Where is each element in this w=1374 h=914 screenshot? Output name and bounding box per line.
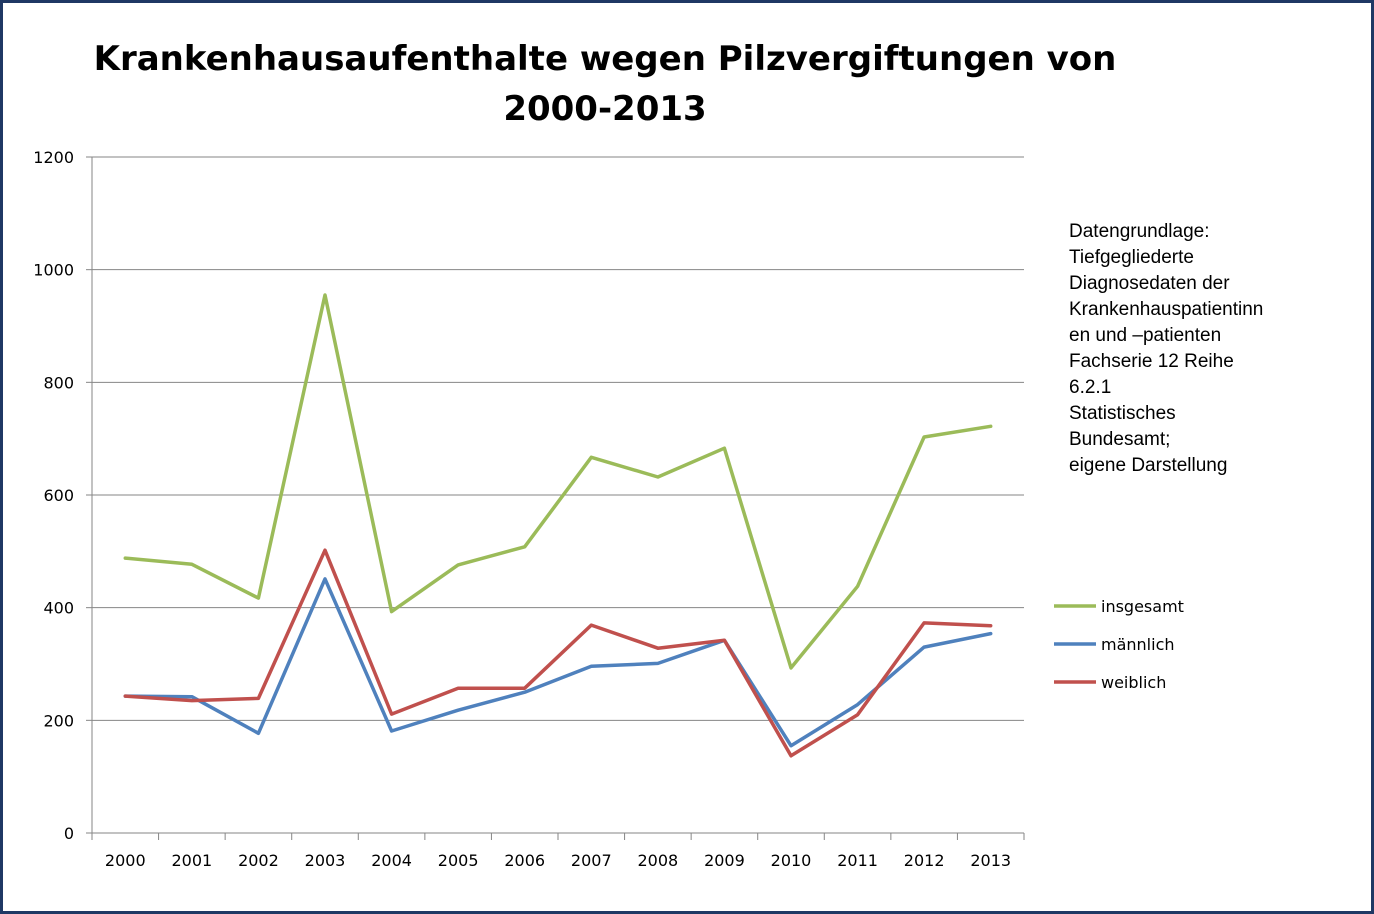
y-tick-label: 800 — [43, 373, 74, 392]
x-tick-label: 2003 — [305, 851, 346, 870]
y-tick-label: 600 — [43, 486, 74, 505]
source-annotation-line: 6.2.1 — [1069, 377, 1112, 398]
y-tick-label: 200 — [43, 711, 74, 730]
x-tick-label: 2002 — [238, 851, 279, 870]
chart-title-line: 2000-2013 — [503, 89, 707, 129]
source-annotation-line: eigene Darstellung — [1069, 455, 1228, 476]
source-annotation-line: Fachserie 12 Reihe — [1069, 351, 1234, 372]
legend-label: männlich — [1101, 635, 1175, 654]
chart-title-line: Krankenhausaufenthalte wegen Pilzvergift… — [93, 39, 1117, 79]
y-tick-label: 1000 — [33, 261, 74, 280]
chart-title: Krankenhausaufenthalte wegen Pilzvergift… — [90, 34, 1120, 134]
x-tick-label: 2011 — [837, 851, 878, 870]
source-annotation-line: Statistisches — [1069, 403, 1176, 424]
series-lines — [123, 293, 993, 758]
x-tick-label: 2005 — [438, 851, 479, 870]
x-tick-label: 2013 — [970, 851, 1011, 870]
source-annotation-line: en und –patienten — [1069, 325, 1222, 346]
x-tick-label: 2007 — [571, 851, 612, 870]
source-annotation-line: Datengrundlage: — [1069, 221, 1210, 242]
y-tick-label: 1200 — [33, 148, 74, 167]
y-tick-label: 400 — [43, 599, 74, 618]
legend-label: weiblich — [1101, 673, 1166, 692]
x-tick-label: 2006 — [504, 851, 545, 870]
source-annotation-line: Diagnosedaten der — [1069, 273, 1230, 294]
source-annotation: Datengrundlage: Tiefgegliederte Diagnose… — [1069, 219, 1359, 479]
legend-label: insgesamt — [1101, 597, 1184, 616]
x-tick-label: 2001 — [171, 851, 212, 870]
series-line-männlich — [123, 577, 993, 748]
gridlines — [86, 156, 1024, 834]
x-tick-label: 2008 — [637, 851, 678, 870]
x-tick-label: 2000 — [105, 851, 146, 870]
series-line-insgesamt — [123, 293, 993, 670]
x-tick-label: 2010 — [771, 851, 812, 870]
source-annotation-line: Bundesamt; — [1069, 429, 1171, 450]
x-tick-label: 2004 — [371, 851, 412, 870]
source-annotation-line: Tiefgegliederte — [1069, 247, 1194, 268]
x-axis: 2000 2001 2002 2003 2004 2005 2006 2007 2008 2009… — [91, 157, 1025, 870]
x-tick-label: 2009 — [704, 851, 745, 870]
y-axis-ticks: 0 200 400 600 800 1000 1200 — [33, 148, 74, 843]
x-tick-label: 2012 — [904, 851, 945, 870]
y-tick-label: 0 — [64, 824, 74, 843]
series-line-weiblich — [123, 548, 993, 758]
legend: insgesamt männlich weiblich — [1054, 597, 1184, 692]
source-annotation-line: Krankenhauspatientinn — [1069, 299, 1264, 320]
